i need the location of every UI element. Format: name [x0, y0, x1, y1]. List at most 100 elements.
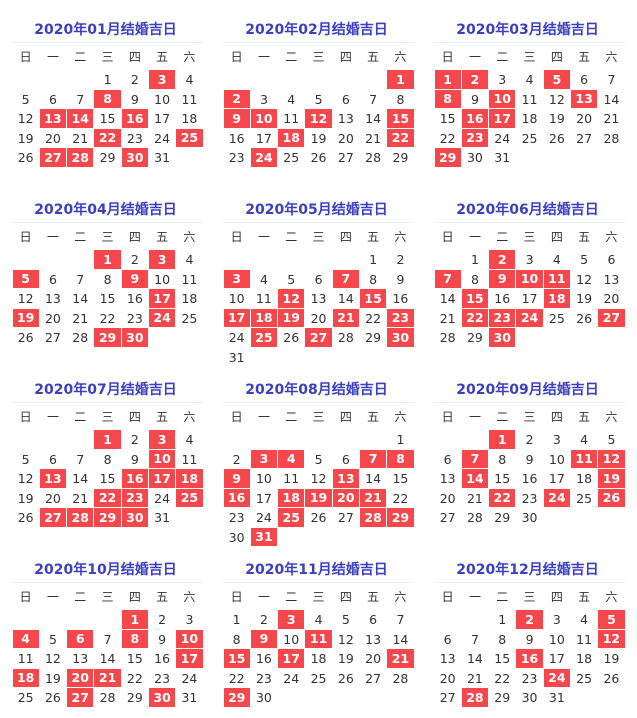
lucky-day-cell[interactable]: 16	[121, 109, 148, 128]
lucky-day-cell[interactable]: 18	[278, 128, 305, 147]
day-cell[interactable]: 20	[44, 310, 61, 326]
lucky-day-cell[interactable]: 11	[543, 269, 570, 288]
day-cell[interactable]: 29	[126, 690, 143, 706]
lucky-day-cell[interactable]: 19	[278, 308, 305, 327]
lucky-day-cell[interactable]: 22	[489, 488, 516, 507]
day-cell[interactable]: 11	[255, 291, 272, 307]
month-title[interactable]: 2020年09月结婚吉日	[456, 382, 599, 398]
lucky-day-cell[interactable]: 10	[250, 109, 278, 128]
lucky-day-cell[interactable]: 22	[387, 128, 414, 147]
day-cell[interactable]: 3	[525, 252, 534, 268]
day-cell[interactable]: 6	[369, 612, 378, 628]
lucky-day-cell[interactable]: 3	[148, 250, 176, 269]
day-cell[interactable]: 27	[337, 150, 354, 166]
day-cell[interactable]: 9	[525, 451, 534, 467]
day-cell[interactable]: 20	[337, 130, 354, 146]
day-cell[interactable]: 11	[283, 111, 300, 127]
day-cell[interactable]: 21	[466, 490, 483, 506]
day-cell[interactable]: 1	[470, 252, 479, 268]
day-cell[interactable]: 9	[130, 91, 139, 107]
day-cell[interactable]: 17	[255, 130, 272, 146]
day-cell[interactable]: 23	[521, 490, 538, 506]
day-cell[interactable]: 2	[130, 252, 139, 268]
lucky-day-cell[interactable]: 1	[489, 430, 516, 449]
day-cell[interactable]: 10	[154, 271, 171, 287]
day-cell[interactable]: 23	[228, 150, 245, 166]
day-cell[interactable]: 20	[44, 130, 61, 146]
lucky-day-cell[interactable]: 30	[148, 688, 176, 707]
day-cell[interactable]: 12	[17, 291, 34, 307]
day-cell[interactable]: 20	[365, 651, 382, 667]
day-cell[interactable]: 14	[439, 291, 456, 307]
day-cell[interactable]: 24	[228, 330, 245, 346]
day-cell[interactable]: 29	[494, 510, 511, 526]
day-cell[interactable]: 11	[181, 451, 198, 467]
day-cell[interactable]: 20	[603, 291, 620, 307]
day-cell[interactable]: 12	[17, 471, 34, 487]
day-cell[interactable]: 21	[365, 130, 382, 146]
lucky-day-cell[interactable]: 30	[121, 148, 148, 167]
day-cell[interactable]: 2	[232, 451, 241, 467]
day-cell[interactable]: 2	[525, 432, 534, 448]
day-cell[interactable]: 30	[466, 150, 483, 166]
day-cell[interactable]: 14	[392, 631, 409, 647]
lucky-day-cell[interactable]: 26	[598, 488, 625, 507]
lucky-day-cell[interactable]: 23	[121, 488, 148, 507]
day-cell[interactable]: 13	[439, 651, 456, 667]
day-cell[interactable]: 21	[439, 310, 456, 326]
day-cell[interactable]: 23	[126, 310, 143, 326]
lucky-day-cell[interactable]: 27	[305, 328, 332, 347]
day-cell[interactable]: 8	[396, 91, 405, 107]
day-cell[interactable]: 14	[99, 651, 116, 667]
day-cell[interactable]: 7	[76, 271, 85, 287]
lucky-day-cell[interactable]: 23	[387, 308, 414, 327]
day-cell[interactable]: 20	[439, 670, 456, 686]
day-cell[interactable]: 10	[283, 631, 300, 647]
day-cell[interactable]: 30	[228, 529, 245, 545]
day-cell[interactable]: 8	[470, 271, 479, 287]
day-cell[interactable]: 4	[580, 432, 589, 448]
day-cell[interactable]: 9	[396, 271, 405, 287]
day-cell[interactable]: 7	[76, 451, 85, 467]
month-title[interactable]: 2020年04月结婚吉日	[34, 202, 177, 218]
day-cell[interactable]: 25	[17, 690, 34, 706]
day-cell[interactable]: 22	[439, 130, 456, 146]
day-cell[interactable]: 11	[283, 471, 300, 487]
day-cell[interactable]: 26	[576, 310, 593, 326]
lucky-day-cell[interactable]: 19	[598, 469, 625, 488]
day-cell[interactable]: 24	[283, 670, 300, 686]
lucky-day-cell[interactable]: 28	[359, 508, 387, 527]
lucky-day-cell[interactable]: 1	[387, 70, 414, 89]
day-cell[interactable]: 18	[181, 111, 198, 127]
day-cell[interactable]: 1	[103, 72, 112, 88]
lucky-day-cell[interactable]: 18	[176, 469, 203, 488]
day-cell[interactable]: 30	[255, 690, 272, 706]
lucky-day-cell[interactable]: 10	[148, 449, 176, 468]
day-cell[interactable]: 7	[76, 91, 85, 107]
day-cell[interactable]: 19	[337, 651, 354, 667]
day-cell[interactable]: 25	[576, 490, 593, 506]
day-cell[interactable]: 21	[466, 670, 483, 686]
lucky-day-cell[interactable]: 13	[39, 469, 67, 488]
day-cell[interactable]: 24	[154, 490, 171, 506]
day-cell[interactable]: 31	[494, 150, 511, 166]
day-cell[interactable]: 2	[396, 252, 405, 268]
lucky-day-cell[interactable]: 2	[489, 250, 516, 269]
lucky-day-cell[interactable]: 3	[250, 449, 278, 468]
day-cell[interactable]: 29	[392, 150, 409, 166]
day-cell[interactable]: 9	[525, 631, 534, 647]
day-cell[interactable]: 11	[181, 271, 198, 287]
lucky-day-cell[interactable]: 24	[543, 488, 570, 507]
lucky-day-cell[interactable]: 7	[461, 449, 489, 468]
day-cell[interactable]: 9	[158, 631, 167, 647]
lucky-day-cell[interactable]: 13	[39, 109, 67, 128]
day-cell[interactable]: 26	[17, 150, 34, 166]
day-cell[interactable]: 3	[552, 612, 561, 628]
day-cell[interactable]: 10	[255, 471, 272, 487]
day-cell[interactable]: 5	[48, 631, 57, 647]
lucky-day-cell[interactable]: 9	[489, 269, 516, 288]
day-cell[interactable]: 20	[310, 310, 327, 326]
lucky-day-cell[interactable]: 15	[461, 289, 489, 308]
lucky-day-cell[interactable]: 22	[94, 128, 121, 147]
lucky-day-cell[interactable]: 28	[67, 148, 94, 167]
